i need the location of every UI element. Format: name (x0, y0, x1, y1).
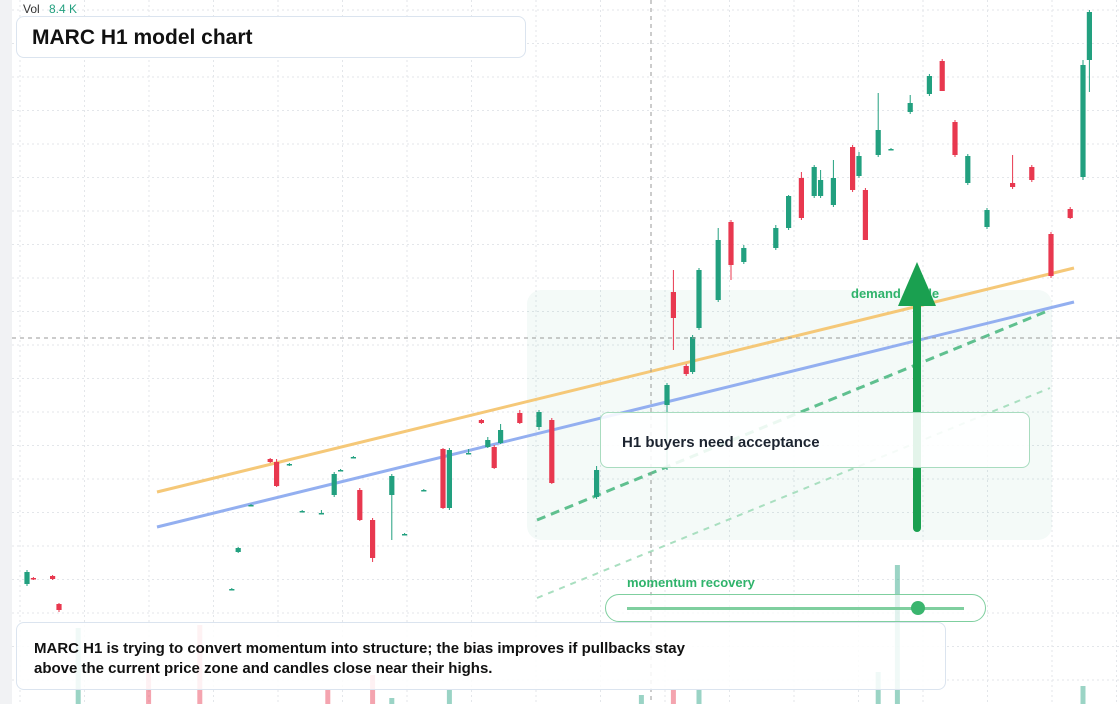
candle-body (446, 450, 452, 508)
candle-body (786, 196, 792, 228)
candle-body (741, 248, 747, 262)
slider[interactable] (605, 594, 986, 622)
candle-body (274, 462, 280, 486)
candle-body (229, 589, 235, 591)
candle-body (485, 440, 491, 447)
candle-body (549, 420, 555, 483)
candle-body (773, 228, 779, 248)
candle-body (715, 240, 721, 300)
candle-body (357, 490, 363, 520)
note-box: MARC H1 is trying to convert momentum in… (16, 622, 946, 690)
title: MARC H1 model chart (32, 26, 253, 49)
candle-body (939, 61, 945, 91)
candle-body (318, 513, 324, 515)
candle-body (926, 76, 932, 94)
note: MARC H1 is trying to convert momentum in… (34, 640, 685, 677)
candle-body (389, 476, 395, 495)
candle-body (56, 604, 62, 610)
candle-body (1010, 183, 1016, 187)
vol-value: 8.4 K (49, 2, 78, 16)
arrow-head (898, 262, 936, 306)
candle-body (670, 292, 676, 318)
candle-body (1048, 234, 1054, 276)
candle-body (811, 167, 817, 196)
slider-knob[interactable] (911, 601, 925, 615)
candle-body (888, 149, 894, 151)
candle-body (856, 156, 862, 176)
callout-box: H1 buyers need acceptance (600, 412, 1030, 468)
grid (12, 0, 1120, 704)
candle-body (466, 453, 472, 455)
candle-body (402, 534, 408, 536)
volume-bar (638, 695, 644, 704)
candle-body (421, 490, 427, 492)
candle-body (440, 449, 446, 508)
candle-body (850, 147, 856, 190)
volume-bar (389, 698, 395, 704)
candle-body (907, 103, 913, 112)
candle-body (830, 178, 836, 205)
candle-body (235, 548, 241, 552)
volume-bar (670, 690, 676, 704)
vol-label: Vol (23, 2, 40, 16)
candle-body (50, 576, 56, 579)
candle-body (536, 412, 542, 427)
candle-body (965, 156, 971, 183)
volume-bar (696, 690, 702, 704)
callout: H1 buyers need acceptance (622, 434, 820, 451)
candle-body (517, 413, 523, 423)
candle-body (267, 459, 273, 462)
candle-body (370, 520, 376, 558)
title-box: MARC H1 model chart (16, 16, 526, 58)
volume-bar (1080, 686, 1086, 704)
candle-body (498, 430, 504, 443)
candle-body (594, 470, 600, 497)
candle-body (1080, 65, 1086, 177)
candle-body (24, 572, 30, 584)
candle-body (478, 420, 484, 423)
volume-bar (325, 690, 331, 704)
candle-body (683, 366, 689, 374)
candle-body (299, 511, 305, 513)
candle-body (491, 447, 497, 468)
slider-track (627, 607, 964, 610)
candle-body (875, 130, 881, 155)
candle-body (1067, 209, 1073, 218)
candle-body (248, 505, 254, 507)
candle-body (286, 464, 292, 466)
candle-body (984, 210, 990, 227)
candle-body (331, 474, 337, 495)
candle-body (952, 122, 958, 155)
candle-body (862, 190, 868, 240)
slider-label: momentum recovery (627, 575, 755, 590)
candle-body (1029, 167, 1035, 180)
candles (24, 10, 1092, 612)
candle-body (664, 385, 670, 405)
volume-bar (446, 690, 452, 704)
candle-body (818, 180, 824, 196)
left-gutter (0, 0, 12, 704)
candle-body (350, 457, 356, 459)
candle-body (696, 270, 702, 328)
candle-body (338, 470, 344, 472)
candle-body (728, 222, 734, 265)
candle-body (798, 178, 804, 218)
candle-body (1086, 12, 1092, 60)
candle-body (30, 578, 36, 580)
candle-body (690, 337, 696, 372)
